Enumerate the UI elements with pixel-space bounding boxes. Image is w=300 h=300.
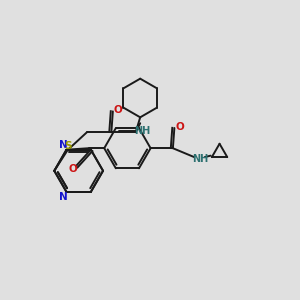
Text: NH: NH: [192, 154, 208, 164]
Text: N: N: [59, 191, 68, 202]
Text: N: N: [59, 140, 68, 150]
Text: NH: NH: [134, 126, 150, 136]
Text: O: O: [113, 105, 122, 115]
Text: S: S: [64, 140, 71, 151]
Text: O: O: [175, 122, 184, 131]
Text: O: O: [68, 164, 77, 174]
